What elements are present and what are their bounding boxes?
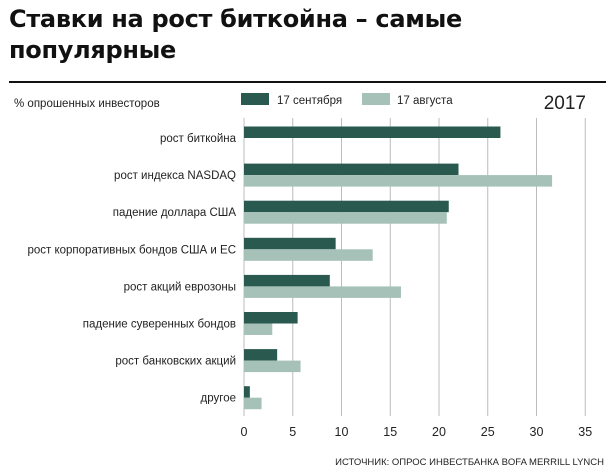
- category-label: рост биткойна: [160, 133, 237, 145]
- bar-aug: [244, 323, 273, 335]
- x-tick-label: 0: [241, 425, 248, 439]
- legend-label-aug: 17 августа: [397, 95, 453, 107]
- legend-swatch-sep: [241, 93, 269, 105]
- category-label: рост акций еврозоны: [124, 281, 236, 293]
- x-tick-label: 5: [289, 425, 296, 439]
- bar-sep: [244, 163, 459, 176]
- category-label: другое: [201, 393, 236, 405]
- bar-aug: [244, 212, 447, 224]
- bar-sep: [244, 200, 449, 213]
- x-axis-ticks: 0 5 10 15 20 25 30 35: [241, 425, 593, 439]
- bar-sep: [244, 312, 298, 324]
- bar-aug: [244, 360, 301, 373]
- chart-title-line-2: популярные: [9, 36, 177, 64]
- x-tick-label: 30: [530, 425, 544, 439]
- chart-year: 2017: [544, 93, 586, 114]
- x-tick-label: 25: [481, 425, 495, 439]
- category-labels: рост биткойна рост индекса NASDAQ падение …: [27, 133, 236, 405]
- chart-subtitle: % опрошенных инвесторов: [14, 98, 160, 110]
- category-label: падение доллара США: [113, 207, 237, 219]
- category-label: рост корпоративных бондов США и ЕС: [27, 244, 236, 256]
- chart-title: Ставки на рост биткойна – самые популярн…: [9, 4, 599, 66]
- legend-swatch-aug: [362, 93, 390, 105]
- category-label: рост банковских акций: [115, 356, 236, 368]
- category-label: рост индекса NASDAQ: [114, 170, 236, 182]
- bar-aug: [244, 286, 401, 298]
- x-tick-label: 35: [578, 425, 592, 439]
- title-divider: [9, 81, 606, 83]
- bars: [244, 126, 553, 410]
- bar-sep: [244, 386, 250, 398]
- bar-aug: [244, 397, 262, 410]
- bar-aug: [244, 249, 373, 261]
- x-tick-label: 10: [335, 425, 349, 439]
- bar-sep: [244, 349, 278, 361]
- bar-sep: [244, 274, 330, 287]
- x-tick-label: 20: [432, 425, 446, 439]
- bar-sep: [244, 126, 501, 138]
- bar-aug: [244, 175, 553, 187]
- category-label: падение суверенных бондов: [83, 319, 236, 331]
- legend-label-sep: 17 сентября: [277, 95, 342, 107]
- chart-title-line-1: Ставки на рост биткойна – самые: [9, 5, 462, 33]
- bar-sep: [244, 237, 336, 250]
- x-tick-label: 15: [383, 425, 397, 439]
- source-note: ИСТОЧНИК: ОПРОС ИНВЕСТБАНКА BOFA MERRILL…: [335, 457, 604, 468]
